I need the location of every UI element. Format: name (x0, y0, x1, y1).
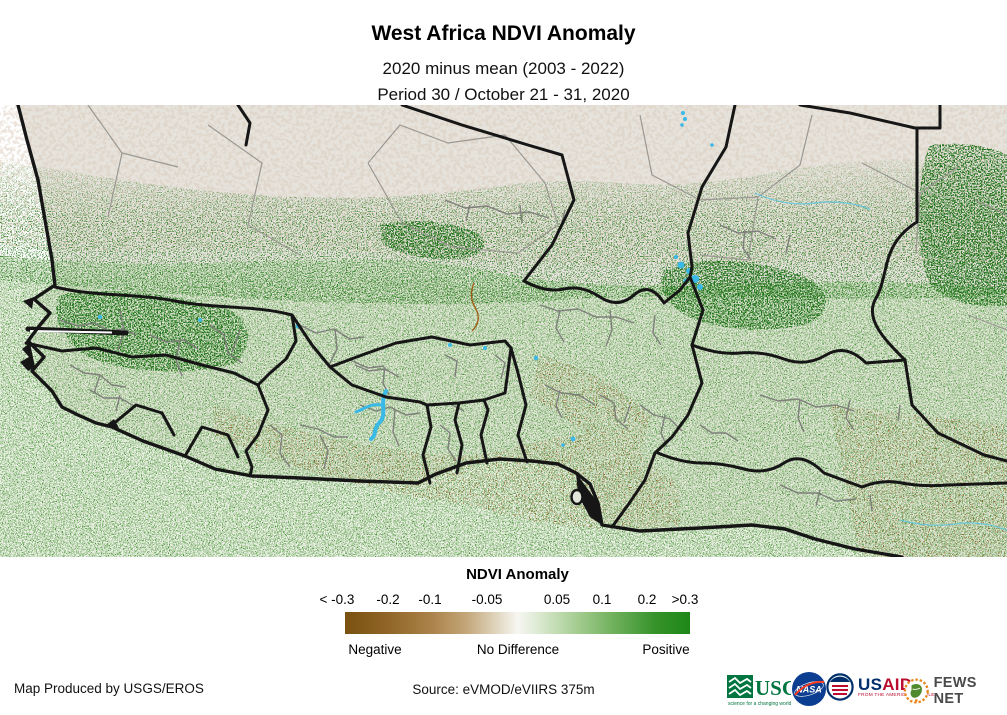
gambia-river-gap (29, 330, 113, 334)
usaid-wordmark-aid: AID (882, 674, 913, 694)
legend-category-positive: Positive (642, 642, 690, 657)
legend-tick: -0.1 (418, 592, 442, 607)
usaid-tagline: FROM THE AMERICAN PEOPLE (858, 692, 935, 698)
legend-tick: -0.05 (471, 592, 503, 607)
lake-volta (369, 389, 388, 441)
admin-boundaries-desert (87, 104, 1007, 331)
coastline (16, 103, 904, 559)
negative-anomaly-speckle (215, 355, 1007, 557)
legend-gradient-bar (345, 612, 690, 634)
nasa-swoosh-icon (794, 680, 825, 696)
fews-net-globe-icon (903, 678, 929, 704)
usaid-emblem-icon (826, 673, 854, 701)
usgs-logo: USGS science for a changing world (727, 672, 791, 708)
legend-category-no-difference: No Difference (476, 642, 560, 657)
subtitle-comparison: 2020 minus mean (2003 - 2022) (382, 59, 625, 78)
legend-tick: 0.1 (592, 592, 612, 607)
page-title: West Africa NDVI Anomaly (371, 22, 636, 45)
usgs-wave-icon (728, 676, 752, 685)
legend-tick: 0.05 (543, 592, 571, 607)
nasa-logo: NASA (791, 671, 827, 707)
coastal-details (20, 297, 602, 525)
source-text: Source: eVMOD/eVIIRS 375m (412, 682, 595, 697)
admin-boundaries (59, 199, 901, 512)
legend-tick: >0.3 (671, 592, 699, 607)
subtitle-period: Period 30 / October 21 - 31, 2020 (377, 85, 630, 104)
small-lakes (97, 111, 714, 447)
usaid-wordmark-us: US (858, 674, 883, 694)
svg-text:science for a changing world: science for a changing world (728, 701, 791, 707)
bioko-island (570, 488, 584, 506)
svg-text:USGS: USGS (755, 676, 791, 700)
fews-net-logo: FEWS NET (903, 675, 1007, 707)
country-borders (24, 103, 1007, 529)
produced-by-text: Map Produced by USGS/EROS (14, 681, 204, 696)
legend-tick: 0.2 (637, 592, 657, 607)
west-africa-map (0, 103, 1007, 559)
legend-tick: -0.2 (376, 592, 400, 607)
legend-tick: < -0.3 (319, 592, 355, 607)
map-canvas (0, 103, 1007, 559)
fews-net-wordmark: FEWS NET (933, 675, 977, 707)
legend-title: NDVI Anomaly (466, 566, 569, 583)
legend-category-negative: Negative (348, 642, 402, 657)
south-anomaly-speckle-mid (0, 255, 1007, 557)
usaid-logo: USAID FROM THE AMERICAN PEOPLE (826, 673, 935, 701)
nasa-wordmark: NASA (796, 685, 822, 695)
dense-positive-patches (56, 143, 1007, 372)
